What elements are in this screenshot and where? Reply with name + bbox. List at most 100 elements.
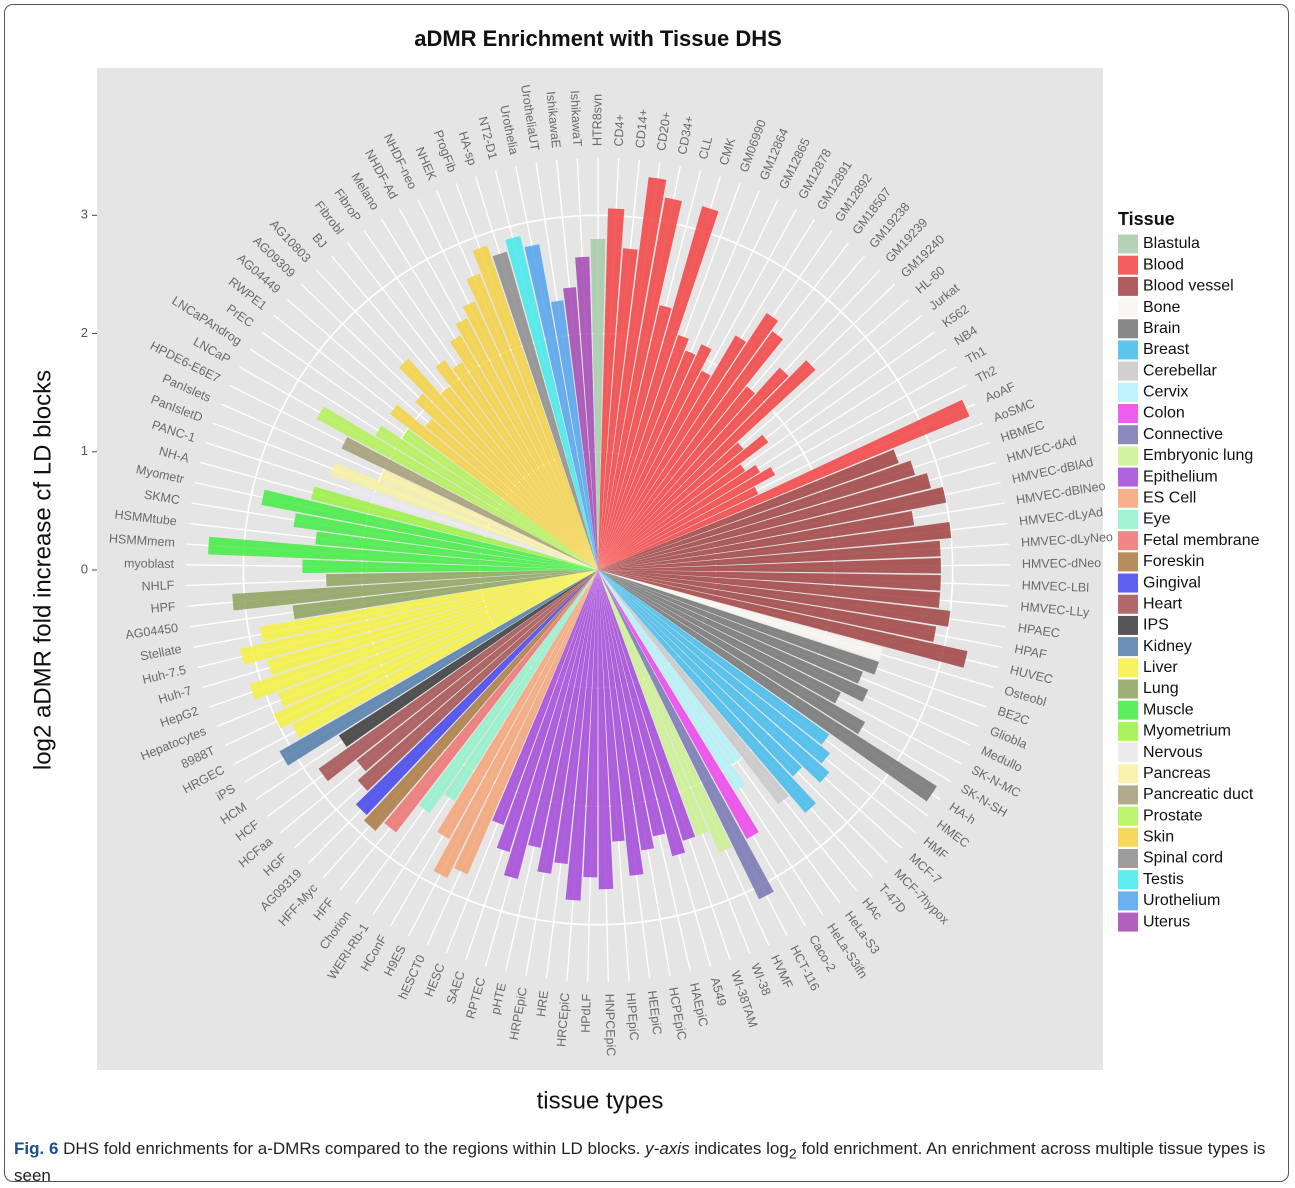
legend-key (1118, 382, 1138, 402)
y-axis-title: log2 aDMR fold increase cf LD blocks (29, 370, 56, 770)
bar (415, 393, 598, 570)
legend-label: Lung (1143, 680, 1179, 697)
bar (375, 425, 598, 570)
bar (598, 570, 937, 802)
bar (598, 570, 830, 764)
legend-key (1118, 425, 1138, 445)
bar (598, 248, 638, 570)
bar (554, 570, 598, 865)
bar (598, 208, 625, 570)
legend-label: Brain (1143, 320, 1180, 337)
legend-key (1118, 404, 1138, 424)
bar (598, 344, 712, 570)
bar (310, 486, 598, 570)
bar (425, 418, 598, 570)
bar (384, 570, 598, 833)
figure-frame (4, 4, 1289, 1182)
legend-label: Liver (1143, 659, 1178, 676)
category-label: HPF (150, 600, 176, 616)
bar (292, 570, 598, 620)
bar (418, 570, 598, 814)
legend-key (1118, 552, 1138, 572)
bar (575, 256, 598, 570)
x-axis-title: tissue types (537, 1087, 664, 1114)
bar (444, 570, 598, 802)
bar (598, 331, 783, 570)
legend-label: IPS (1143, 617, 1169, 634)
bar (598, 570, 863, 684)
legend-label: Heart (1143, 595, 1183, 612)
bar (598, 570, 941, 608)
bar (598, 360, 816, 570)
bar (598, 386, 756, 570)
bar (598, 570, 869, 702)
bar (598, 465, 760, 570)
bar (261, 489, 598, 570)
category-label: pHTE (488, 981, 509, 1015)
bar (598, 570, 830, 745)
bar (563, 287, 598, 570)
y-tick-label: 2 (81, 325, 88, 340)
caption-label: Fig. 6 (14, 1139, 59, 1158)
caption-text: fold enrichment. An enrichment across mu… (14, 1139, 1266, 1186)
category-label: CD20+ (654, 111, 674, 152)
bar (348, 484, 598, 570)
legend-label: Fetal membrane (1143, 532, 1260, 549)
legend: Tissue Blastula Blood Blood vessel Bone Brain… (1118, 209, 1260, 932)
bar (505, 236, 598, 570)
bar (455, 318, 598, 570)
legend-label: Nervous (1143, 744, 1203, 761)
bar (598, 177, 667, 570)
bar (598, 570, 709, 837)
legend-label: Foreskin (1143, 553, 1204, 570)
legend-key (1118, 255, 1138, 275)
bar (466, 273, 598, 570)
bar (437, 570, 598, 840)
bar (492, 570, 598, 826)
bar (302, 559, 598, 573)
legend-label: Blastula (1143, 235, 1200, 252)
bar (355, 570, 598, 816)
caption-text: indicates log (694, 1139, 789, 1158)
y-tick-label: 1 (81, 443, 88, 458)
legend-label: Breast (1143, 341, 1190, 358)
legend-key (1118, 573, 1138, 593)
legend-label: Eye (1143, 511, 1171, 528)
bar (357, 570, 598, 791)
bar (363, 570, 598, 831)
bar (598, 570, 830, 783)
bar (598, 206, 719, 570)
legend-key (1118, 891, 1138, 911)
bar (528, 570, 598, 848)
bar (433, 570, 598, 879)
category-label: HEEpiC (645, 990, 664, 1036)
legend-key (1118, 615, 1138, 635)
legend-key (1118, 276, 1138, 296)
bar (259, 570, 598, 642)
bar (330, 462, 598, 570)
bar (598, 399, 970, 570)
bar (598, 540, 941, 570)
bar (449, 335, 598, 570)
legend-label: Spinal cord (1143, 850, 1223, 867)
legend-label: Urothelium (1143, 892, 1220, 909)
category-label: SKMC (143, 488, 181, 508)
category-label: HNPCEpiC (602, 994, 618, 1057)
legend-key (1118, 509, 1138, 529)
legend-key (1118, 234, 1138, 254)
bar (598, 570, 879, 675)
bar (598, 442, 744, 570)
bar (598, 510, 915, 570)
bar (598, 473, 931, 570)
bar (598, 570, 686, 857)
bar (315, 531, 598, 570)
bar (565, 570, 598, 901)
category-label: HIPEpiC (624, 992, 642, 1041)
caption-text: DHS fold enrichments for a-DMRs compared… (63, 1139, 641, 1158)
bar (598, 570, 941, 591)
category-label: HPAEC (1017, 621, 1061, 641)
bar (598, 570, 665, 837)
bar (598, 335, 689, 570)
bar (472, 245, 598, 570)
category-label: HSMMmem (109, 532, 176, 550)
